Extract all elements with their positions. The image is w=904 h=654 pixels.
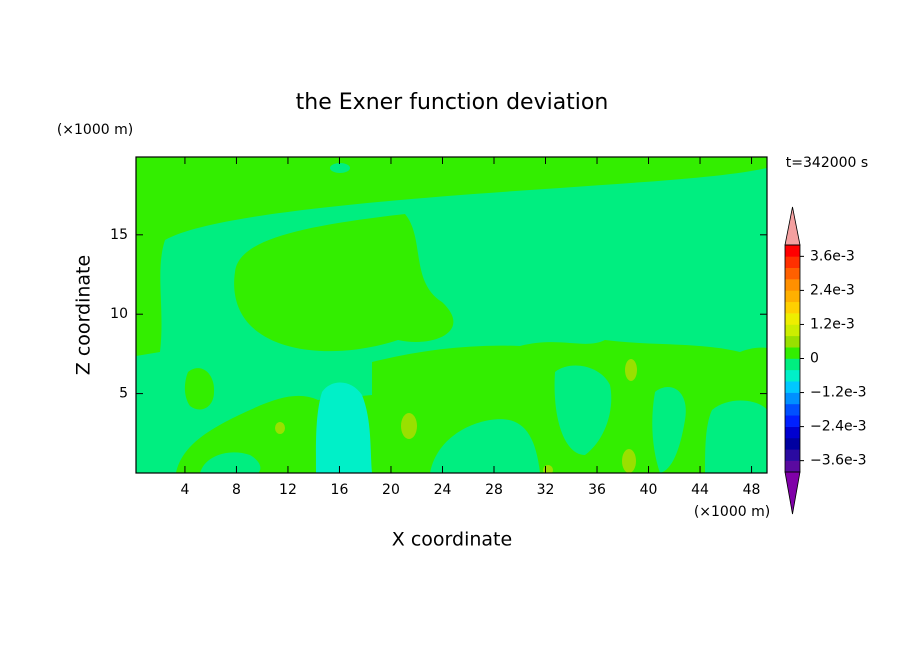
contour-region: [430, 419, 540, 473]
colorbar-box: [785, 279, 800, 291]
colorbar-box: [785, 324, 800, 337]
time-label: t=342000 s: [786, 155, 868, 171]
x-tick-label: 28: [485, 482, 503, 498]
x-tick-label: 36: [588, 482, 606, 498]
colorbar-box: [785, 256, 800, 268]
colorbar-box: [785, 335, 800, 348]
y-tick-label: 15: [110, 227, 128, 243]
colorbar-box: [785, 313, 800, 325]
plot-frame: [135, 156, 768, 474]
contour-region: [200, 452, 261, 473]
contour-region: [554, 365, 612, 455]
contour-region: [401, 413, 417, 439]
contour-region: [330, 163, 350, 173]
chart-title: the Exner function deviation: [296, 90, 609, 115]
x-tick-label: 40: [640, 482, 658, 498]
colorbar-tick-label: 1.2e-3: [810, 316, 855, 332]
colorbar-box: [785, 392, 800, 405]
colorbar-box: [785, 460, 800, 473]
x-tick-label: 16: [331, 482, 349, 498]
colorbar-under: [784, 471, 801, 515]
x-tick-label: 48: [743, 482, 761, 498]
contour-field: [136, 157, 767, 473]
contour-region: [622, 449, 636, 473]
colorbar-box: [785, 403, 800, 416]
colorbar-tick-label: 0: [810, 351, 819, 367]
colorbar-box: [785, 437, 800, 450]
colorbar-box: [785, 301, 800, 314]
x-unit: (×1000 m): [694, 504, 770, 520]
x-axis-label: X coordinate: [392, 529, 512, 551]
colorbar-box: [785, 426, 800, 439]
x-tick-label: 4: [180, 482, 189, 498]
colorbar-over: [784, 206, 801, 246]
colorbar-box: [785, 267, 800, 280]
colorbar-box: [785, 381, 800, 393]
contour-region: [136, 157, 767, 356]
contour-region: [275, 422, 285, 434]
colorbar-tick-label: −3.6e-3: [810, 453, 867, 469]
colorbar-tick-label: −2.4e-3: [810, 419, 867, 435]
x-tick-label: 20: [382, 482, 400, 498]
contour-region: [315, 382, 372, 473]
colorbar-box: [785, 415, 800, 427]
colorbar-box: [785, 358, 800, 371]
colorbar-box: [785, 369, 800, 382]
x-tick-label: 24: [434, 482, 452, 498]
contour-region: [625, 359, 637, 381]
x-tick-label: 32: [537, 482, 555, 498]
contour-region: [234, 214, 454, 352]
x-tick-label: 8: [232, 482, 241, 498]
y-tick-label: 5: [119, 386, 128, 402]
colorbar-box: [785, 290, 800, 303]
x-tick-label: 12: [279, 482, 297, 498]
colorbar-box: [785, 245, 800, 257]
colorbar-box: [785, 347, 800, 359]
y-tick-label: 10: [110, 306, 128, 322]
x-tick-label: 44: [691, 482, 709, 498]
colorbar-tick-label: 2.4e-3: [810, 282, 855, 298]
colorbar-tick-label: 3.6e-3: [810, 248, 855, 264]
colorbar-tick-label: −1.2e-3: [810, 385, 867, 401]
colorbar-box: [785, 449, 800, 461]
contour-region: [652, 387, 686, 473]
y-unit: (×1000 m): [57, 122, 133, 138]
contour-region: [184, 368, 215, 410]
y-axis-label: Z coordinate: [73, 255, 95, 375]
contour-region: [705, 400, 767, 473]
